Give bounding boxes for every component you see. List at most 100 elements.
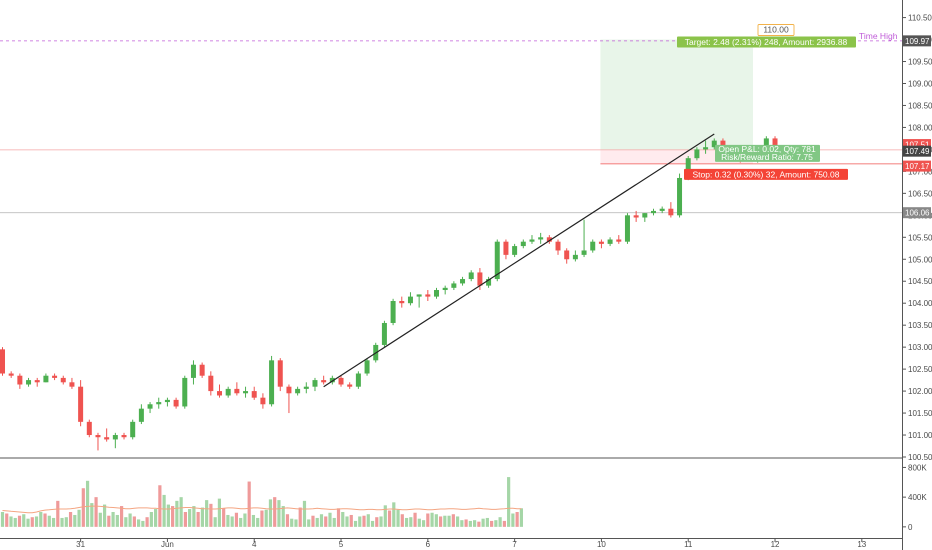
candle[interactable] xyxy=(69,377,75,389)
candle[interactable] xyxy=(451,281,457,291)
candle[interactable] xyxy=(624,213,630,244)
candle[interactable] xyxy=(425,290,431,302)
candle[interactable] xyxy=(251,386,257,400)
candle[interactable] xyxy=(347,382,353,389)
candle[interactable] xyxy=(243,386,249,398)
candle[interactable] xyxy=(34,377,40,387)
candle[interactable] xyxy=(269,355,275,407)
candle[interactable] xyxy=(546,235,552,244)
candle[interactable] xyxy=(303,382,309,394)
candle[interactable] xyxy=(607,237,613,247)
candle[interactable] xyxy=(572,250,578,262)
target-info-box[interactable] xyxy=(677,36,856,48)
candle[interactable] xyxy=(390,298,396,326)
trendline[interactable] xyxy=(323,133,715,388)
candle[interactable] xyxy=(95,432,101,451)
candle[interactable] xyxy=(0,347,5,376)
target-price-box[interactable] xyxy=(757,24,795,36)
candle[interactable] xyxy=(703,140,709,154)
candle[interactable] xyxy=(8,371,14,378)
candle[interactable] xyxy=(130,419,136,440)
candle[interactable] xyxy=(199,362,205,378)
candle-body xyxy=(486,279,492,286)
candle[interactable] xyxy=(581,219,587,258)
candle[interactable] xyxy=(217,384,222,398)
candle[interactable] xyxy=(694,147,700,161)
target-price-label[interactable]: 110.00 xyxy=(763,25,789,35)
target-info-label[interactable]: Target: 2.48 (2.31%) 248, Amount: 2936.8… xyxy=(685,37,848,47)
candle[interactable] xyxy=(43,373,49,383)
candle[interactable] xyxy=(668,202,674,218)
candle[interactable] xyxy=(173,397,179,409)
candle[interactable] xyxy=(260,393,266,409)
candle[interactable] xyxy=(277,358,283,392)
candle[interactable] xyxy=(104,428,110,442)
candle[interactable] xyxy=(26,377,32,387)
candle[interactable] xyxy=(503,239,509,260)
candle-body xyxy=(598,241,604,244)
candle[interactable] xyxy=(234,382,240,396)
candle[interactable] xyxy=(164,397,170,407)
open-pl-box[interactable] xyxy=(715,144,820,162)
candle[interactable] xyxy=(86,419,92,438)
volume-bar xyxy=(73,514,77,527)
candle[interactable] xyxy=(538,232,544,244)
candle[interactable] xyxy=(512,243,518,258)
candle[interactable] xyxy=(434,287,439,299)
candle[interactable] xyxy=(711,138,717,150)
candle[interactable] xyxy=(555,239,561,255)
candle[interactable] xyxy=(520,239,526,249)
candle[interactable] xyxy=(468,270,474,282)
candle[interactable] xyxy=(616,235,622,244)
candle[interactable] xyxy=(442,285,448,295)
candle[interactable] xyxy=(60,375,66,385)
stop-info-label[interactable]: Stop: 0.32 (0.30%) 32, Amount: 750.08 xyxy=(693,169,840,179)
candle[interactable] xyxy=(355,371,361,389)
candle[interactable] xyxy=(208,371,214,396)
candle[interactable] xyxy=(312,377,318,392)
candle-body xyxy=(390,301,396,323)
candle[interactable] xyxy=(677,173,683,218)
candle[interactable] xyxy=(321,375,327,385)
candle[interactable] xyxy=(17,373,23,389)
position-labels[interactable]: Time High 110.00 Target: 2.48 (2.31%) 248,… xyxy=(677,24,898,180)
candle[interactable] xyxy=(147,402,153,414)
time-tick-label: 5 xyxy=(339,540,344,549)
candle[interactable] xyxy=(642,213,648,222)
candle[interactable] xyxy=(477,268,483,291)
candle[interactable] xyxy=(329,375,335,385)
candle[interactable] xyxy=(225,386,231,398)
candle[interactable] xyxy=(112,432,118,449)
candle[interactable] xyxy=(286,384,292,414)
candle[interactable] xyxy=(381,320,387,348)
volume-bar xyxy=(404,517,409,527)
candle[interactable] xyxy=(590,239,596,253)
candle[interactable] xyxy=(651,208,656,216)
candle[interactable] xyxy=(460,276,466,286)
risk-reward-label[interactable]: Risk/Reward Ratio: 7.75 xyxy=(721,152,813,162)
candle[interactable] xyxy=(190,360,196,385)
candle[interactable] xyxy=(407,292,413,306)
open-pl-label[interactable]: Open P&L: 0.02, Qty: 781 xyxy=(718,144,816,154)
candle[interactable] xyxy=(78,380,84,427)
candle[interactable] xyxy=(598,239,604,249)
candle[interactable] xyxy=(121,432,127,440)
candle[interactable] xyxy=(416,294,422,308)
candle[interactable] xyxy=(182,375,188,409)
candle[interactable] xyxy=(138,404,144,425)
candle[interactable] xyxy=(529,235,535,244)
candle[interactable] xyxy=(399,296,405,308)
stop-info-box[interactable] xyxy=(684,168,848,180)
candle[interactable] xyxy=(659,206,665,214)
candle[interactable] xyxy=(486,276,492,288)
candle[interactable] xyxy=(364,358,370,376)
trendline-segment[interactable] xyxy=(323,133,715,388)
candle[interactable] xyxy=(156,397,162,409)
candle[interactable] xyxy=(52,373,58,381)
price-tick-label: 103.00 xyxy=(908,343,932,352)
candle[interactable] xyxy=(295,386,301,396)
candle[interactable] xyxy=(338,375,344,387)
candle[interactable] xyxy=(633,210,639,222)
candle[interactable] xyxy=(564,248,570,264)
